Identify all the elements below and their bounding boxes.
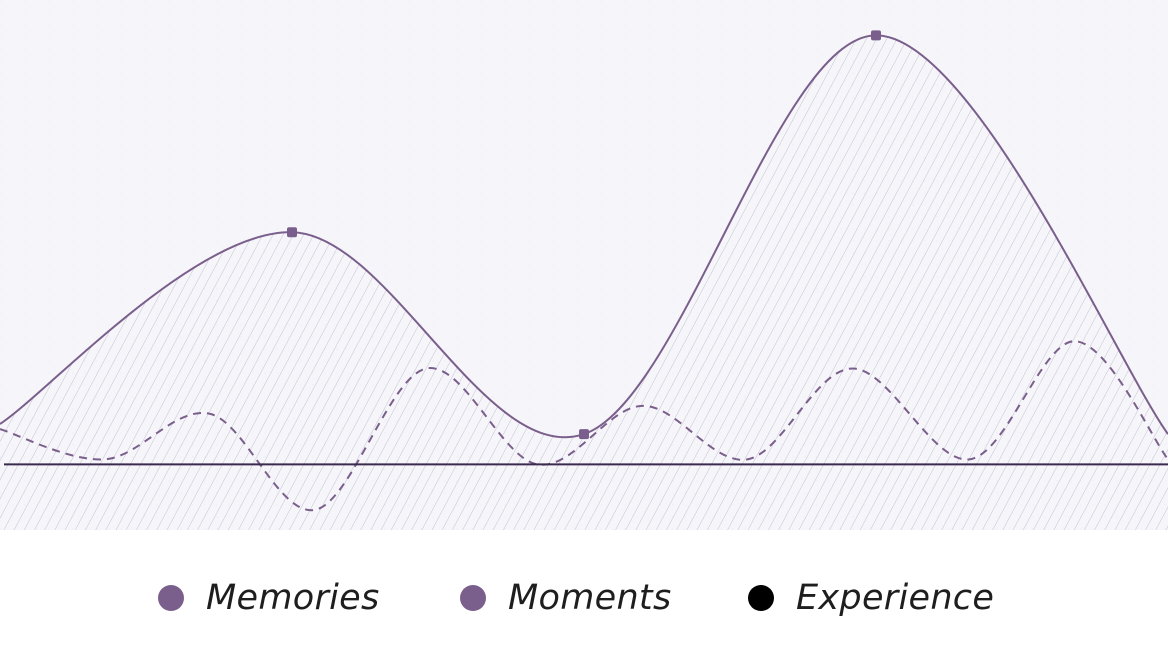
series-layer <box>0 30 1168 530</box>
experience-swatch-icon <box>748 585 774 611</box>
legend-label-memories: Memories <box>206 578 380 618</box>
moments-line <box>0 340 1168 511</box>
legend: Memories Moments Experience <box>0 560 1168 636</box>
legend-item-moments[interactable]: Moments <box>460 574 671 622</box>
memories-area <box>0 35 1168 530</box>
legend-item-experience[interactable]: Experience <box>748 574 994 622</box>
legend-item-memories[interactable]: Memories <box>158 574 380 622</box>
memories-point[interactable] <box>287 227 297 238</box>
memories-point[interactable] <box>579 429 589 440</box>
chart-svg <box>0 0 1168 530</box>
chart-area <box>0 0 1168 530</box>
memories-point[interactable] <box>871 30 881 41</box>
moments-swatch-icon <box>460 585 486 611</box>
memories-line <box>0 34 1168 438</box>
legend-label-experience: Experience <box>796 578 995 618</box>
legend-label-moments: Moments <box>508 578 672 618</box>
memories-swatch-icon <box>158 585 184 611</box>
